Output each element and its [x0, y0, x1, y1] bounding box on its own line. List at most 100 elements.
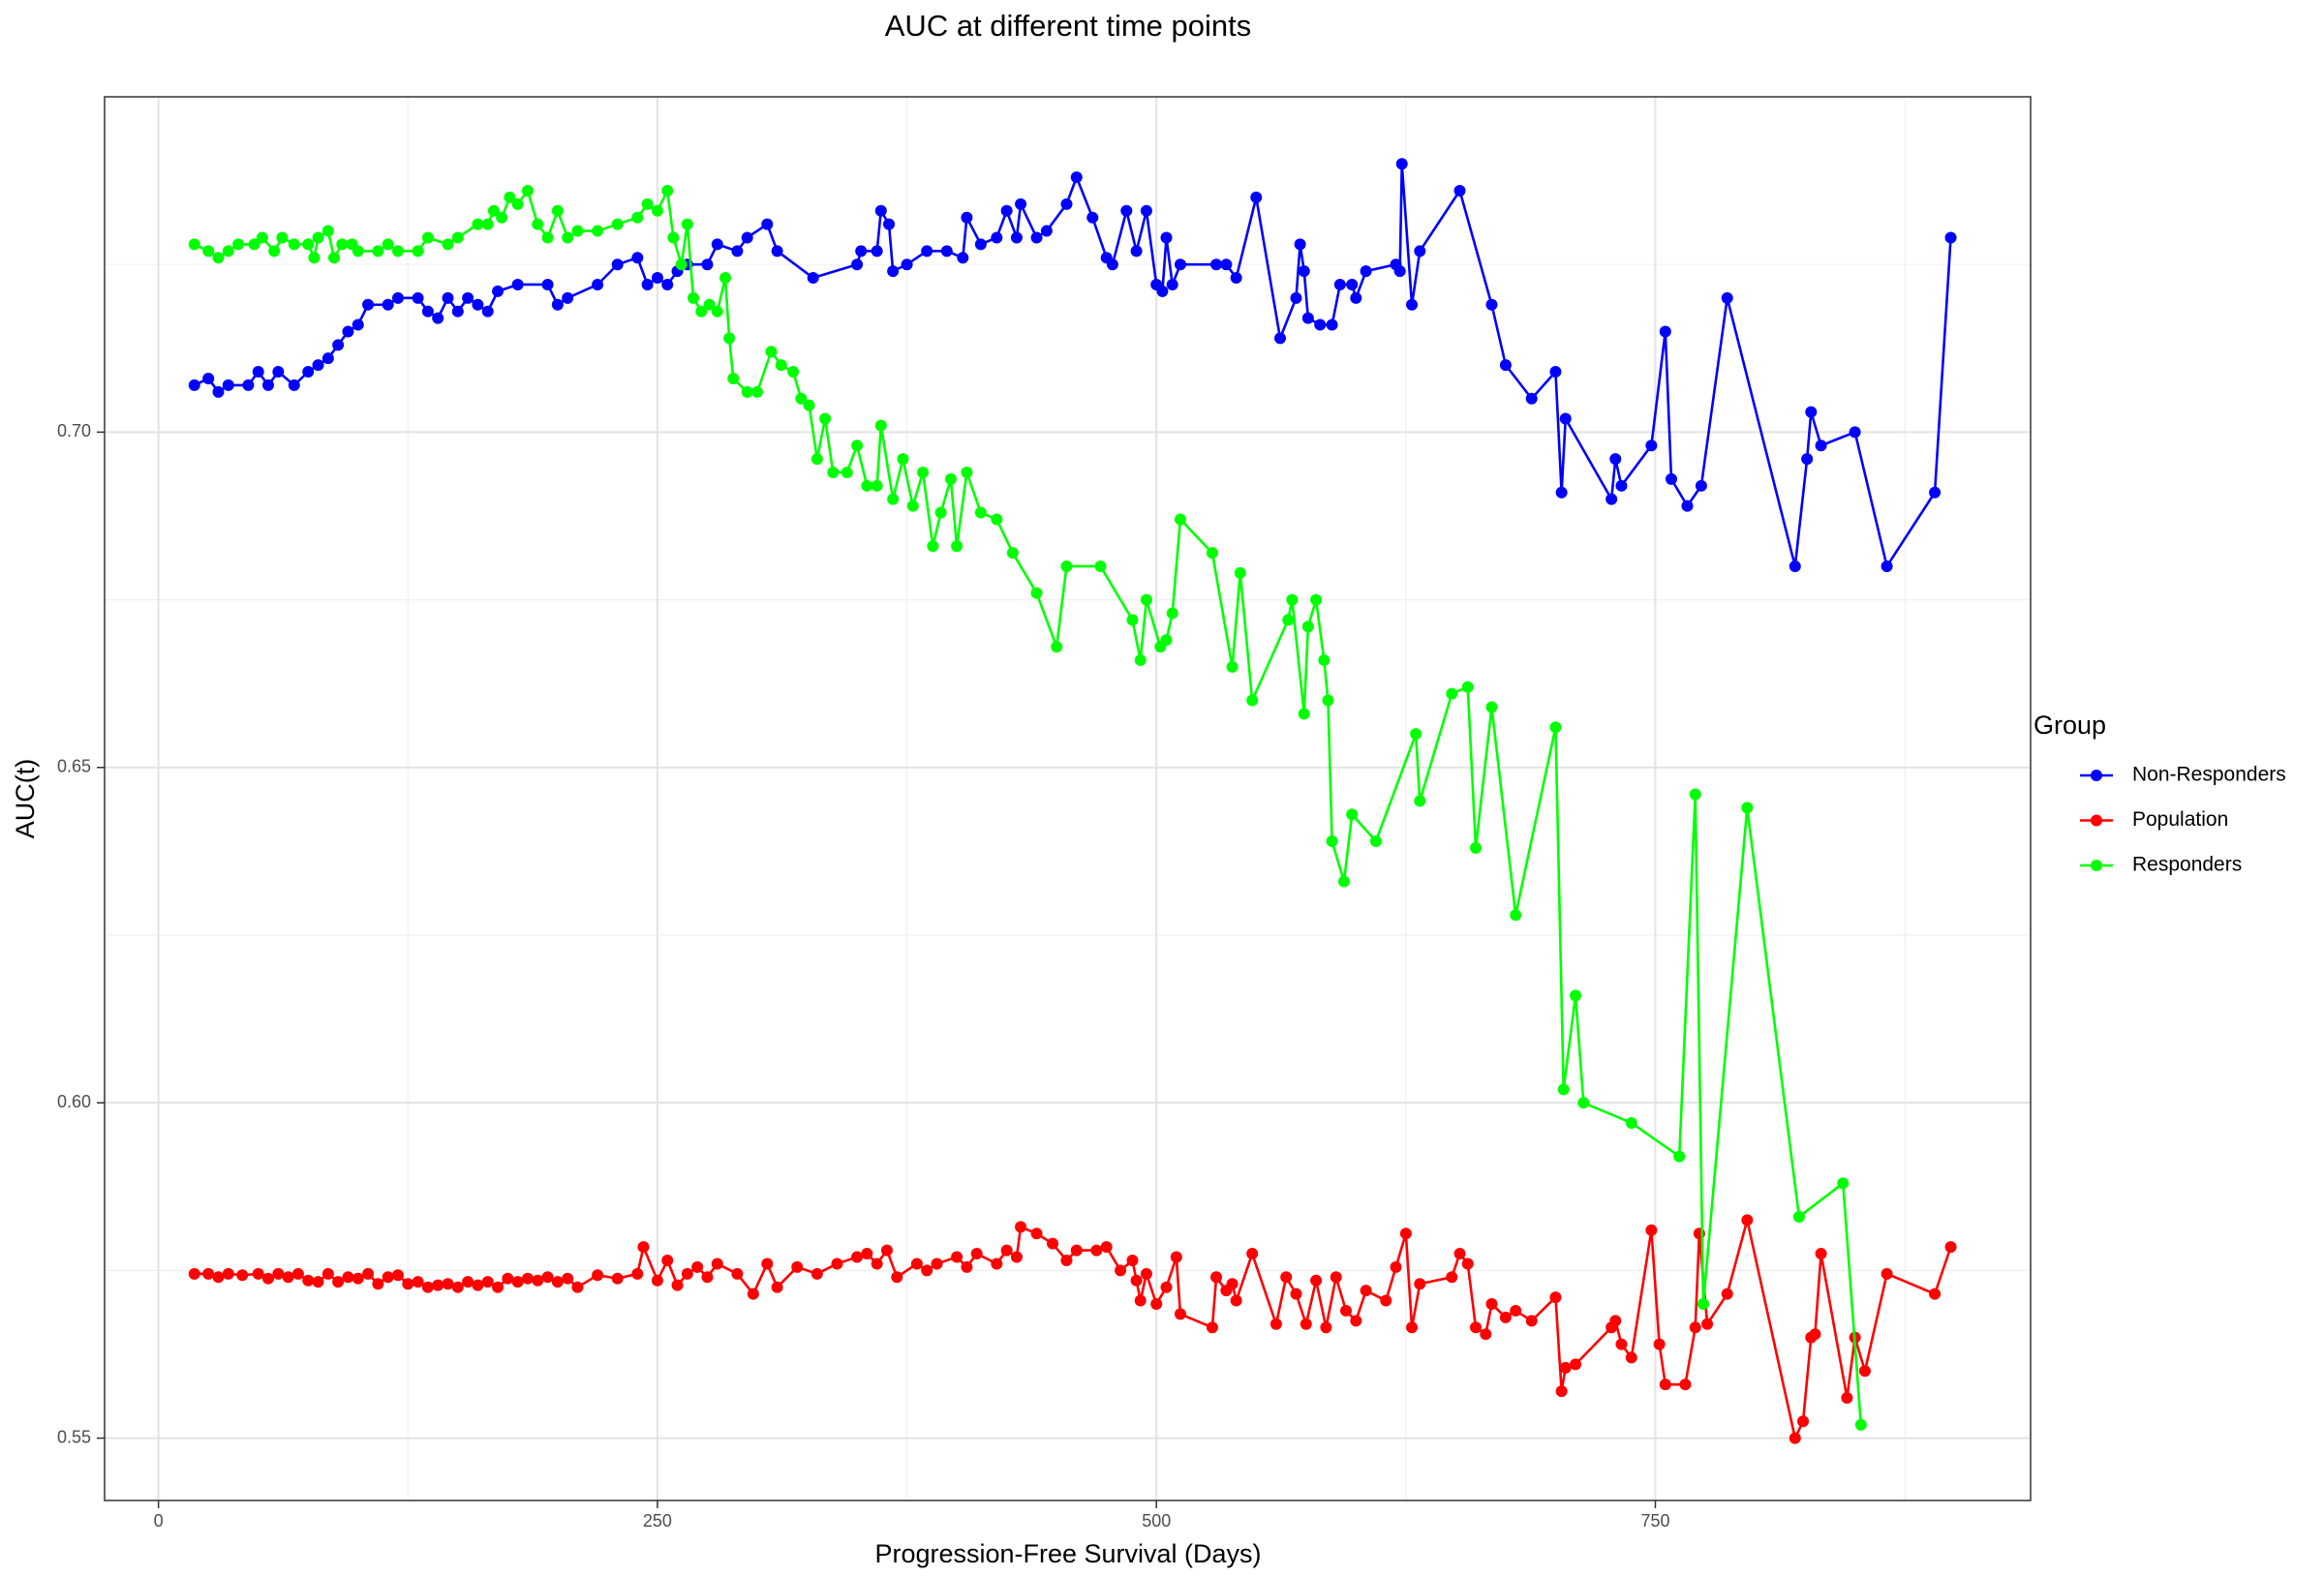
- data-point: [342, 325, 354, 338]
- data-point: [352, 1272, 364, 1285]
- data-point: [1446, 1271, 1458, 1284]
- data-point: [1015, 197, 1027, 210]
- data-point: [1174, 513, 1186, 526]
- data-point: [871, 1258, 883, 1270]
- data-point: [1659, 1379, 1671, 1391]
- data-point: [791, 1260, 804, 1273]
- data-point: [1854, 1418, 1867, 1431]
- data-point: [921, 1264, 933, 1277]
- data-point: [442, 291, 454, 304]
- data-point: [1000, 1244, 1013, 1257]
- data-point: [901, 258, 913, 271]
- data-point: [236, 1269, 249, 1282]
- data-point: [312, 231, 324, 244]
- y-axis-title: AUC(t): [11, 759, 40, 839]
- data-point: [651, 272, 663, 285]
- data-point: [1206, 547, 1218, 560]
- data-point: [711, 1258, 723, 1270]
- data-point: [342, 1271, 354, 1284]
- data-point: [1301, 621, 1314, 633]
- y-tick-label: 0.60: [57, 1092, 91, 1111]
- data-point: [372, 245, 384, 258]
- data-point: [1298, 708, 1310, 720]
- data-point: [432, 1279, 444, 1291]
- data-point: [1470, 841, 1483, 854]
- data-point: [917, 466, 930, 478]
- y-tick-label: 0.55: [57, 1427, 91, 1446]
- data-point: [887, 265, 900, 278]
- data-point: [910, 1258, 923, 1270]
- data-point: [855, 245, 868, 258]
- data-point: [1246, 1248, 1259, 1260]
- data-point: [1406, 298, 1419, 311]
- data-point: [719, 272, 732, 285]
- data-point: [1615, 479, 1628, 492]
- data-point: [1126, 1254, 1139, 1266]
- data-point: [861, 1248, 873, 1260]
- data-point: [1269, 1318, 1282, 1330]
- data-point: [202, 372, 215, 384]
- data-point: [1326, 318, 1338, 331]
- data-point: [871, 479, 883, 492]
- data-point: [412, 245, 424, 258]
- data-point: [1140, 593, 1152, 606]
- data-point: [1801, 453, 1814, 466]
- data-point: [442, 238, 454, 251]
- legend-key-point: [2091, 814, 2102, 827]
- data-point: [1174, 258, 1186, 271]
- data-point: [1350, 1315, 1362, 1327]
- data-point: [1837, 1177, 1850, 1190]
- data-point: [1226, 660, 1238, 673]
- data-point: [803, 399, 815, 411]
- data-point: [481, 1276, 494, 1288]
- data-point: [1549, 366, 1562, 379]
- data-point: [1841, 1392, 1853, 1405]
- data-point: [222, 379, 234, 391]
- data-point: [451, 231, 464, 244]
- data-point: [496, 211, 508, 224]
- data-point: [232, 238, 245, 251]
- data-point: [1294, 238, 1306, 251]
- data-point: [592, 225, 604, 237]
- data-point: [1881, 560, 1893, 572]
- y-tick-label: 0.65: [57, 757, 91, 776]
- data-point: [1414, 245, 1426, 258]
- data-point: [472, 218, 484, 230]
- data-point: [1470, 1321, 1483, 1334]
- data-point: [262, 1272, 275, 1285]
- data-point: [927, 540, 939, 553]
- data-point: [1318, 653, 1330, 666]
- data-point: [332, 339, 345, 351]
- data-point: [1174, 1308, 1186, 1320]
- data-point: [321, 225, 334, 237]
- data-point: [631, 211, 644, 224]
- data-point: [272, 366, 285, 379]
- data-point: [592, 1269, 604, 1282]
- data-point: [291, 1267, 304, 1280]
- data-point: [321, 352, 334, 365]
- data-point: [421, 305, 434, 318]
- data-point: [1570, 1358, 1582, 1371]
- data-point: [897, 453, 909, 466]
- data-point: [551, 298, 564, 311]
- data-point: [328, 252, 341, 264]
- data-point: [288, 379, 300, 391]
- data-point: [631, 252, 644, 264]
- data-point: [1166, 607, 1178, 620]
- data-point: [681, 218, 693, 230]
- data-point: [991, 231, 1003, 244]
- data-point: [1206, 1321, 1218, 1334]
- data-point: [1140, 1267, 1152, 1280]
- data-point: [1461, 1258, 1474, 1270]
- data-point: [1625, 1116, 1637, 1129]
- data-point: [871, 245, 883, 258]
- data-point: [1721, 1288, 1733, 1300]
- data-point: [1030, 587, 1043, 599]
- data-point: [1346, 808, 1359, 821]
- data-point: [1210, 258, 1223, 271]
- data-point: [312, 1276, 324, 1288]
- data-point: [703, 298, 716, 311]
- data-point: [1805, 406, 1818, 418]
- legend-label: Population: [2132, 808, 2228, 831]
